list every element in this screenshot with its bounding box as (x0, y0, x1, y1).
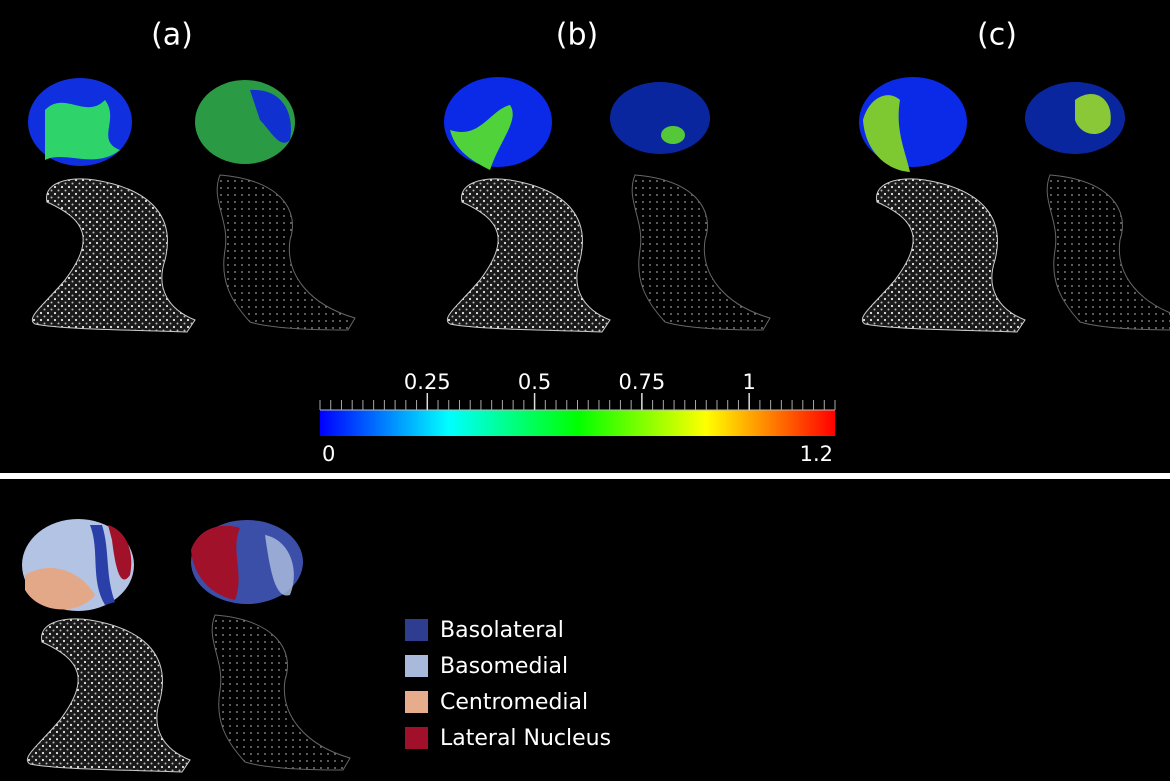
divider (0, 473, 1170, 479)
figure: (a) (b) (c) (0, 0, 1170, 781)
legend-swatch (405, 691, 428, 713)
legend-swatch (405, 655, 428, 677)
render-pair (859, 77, 1170, 332)
render-pair (28, 78, 355, 332)
colorbar: 0.25 0.5 0.75 1 0 1.2 (320, 370, 835, 466)
tick-label: 0.25 (404, 370, 451, 394)
legend-swatch (405, 727, 428, 749)
colorbar-min: 0 (322, 442, 335, 466)
panel-label: (a) (151, 18, 193, 53)
tick-label: 0.5 (518, 370, 551, 394)
render-pair (444, 77, 770, 332)
page: (a) (b) (c) (0, 0, 1170, 781)
legend-swatch (405, 619, 428, 641)
legend-label: Basolateral (440, 618, 564, 643)
panel-label: (b) (556, 18, 598, 53)
colorbar-bar (320, 410, 835, 436)
panel-label: (c) (977, 18, 1017, 53)
tick-label: 0.75 (618, 370, 665, 394)
render-pair (22, 519, 350, 772)
legend-label: Centromedial (440, 690, 588, 715)
legend-label: Basomedial (440, 654, 568, 679)
legend: Basolateral Basomedial Centromedial Lateral… (405, 618, 611, 751)
colorbar-max: 1.2 (800, 442, 833, 466)
tick-label: 1 (742, 370, 755, 394)
legend-label: Lateral Nucleus (440, 726, 611, 751)
